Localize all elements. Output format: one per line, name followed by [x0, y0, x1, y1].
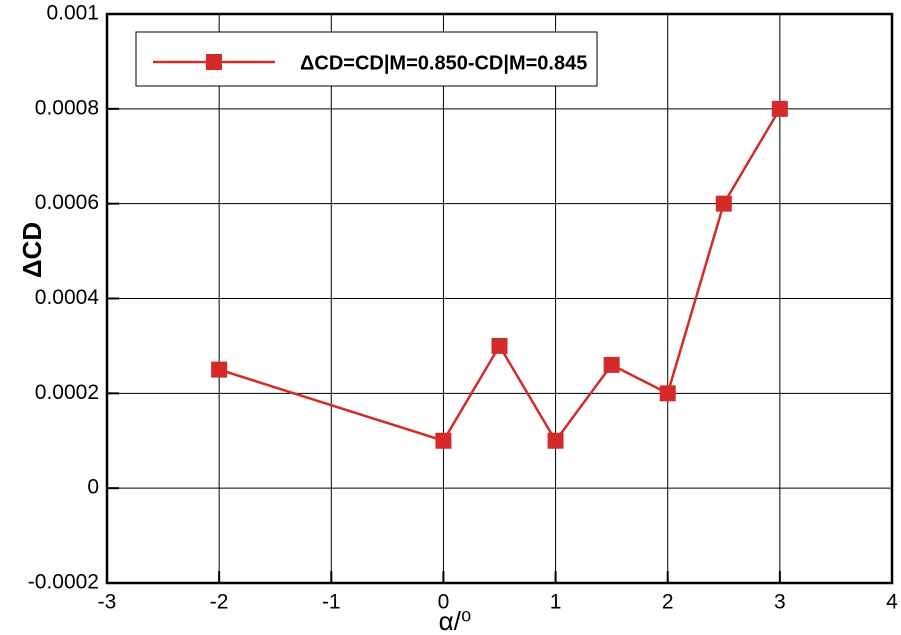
x-tick-label: 2 — [662, 591, 674, 614]
plot-frame — [105, 12, 894, 585]
data-point — [211, 361, 228, 378]
x-tick-label: -3 — [98, 591, 117, 614]
data-point — [491, 337, 508, 354]
y-tick-label: 0.0002 — [35, 381, 99, 404]
y-tick-label: 0.0008 — [35, 96, 99, 119]
data-point — [435, 432, 452, 449]
y-tick-label: 0.0004 — [35, 286, 100, 309]
data-point — [715, 195, 732, 212]
y-tick-label: 0.0006 — [35, 191, 99, 214]
x-tick-label: -1 — [322, 591, 341, 614]
data-point — [603, 356, 620, 373]
series-line — [218, 108, 781, 444]
data-point — [771, 100, 788, 117]
y-axis-label: ΔCD — [17, 222, 47, 278]
legend-marker — [206, 54, 222, 70]
x-tick-label: 1 — [550, 591, 562, 614]
y-tick-label: -0.0002 — [28, 571, 99, 594]
x-tick-label: -2 — [210, 591, 229, 614]
x-tick-label: 4 — [886, 591, 898, 614]
x-tick-label: 0 — [438, 591, 450, 614]
data-point — [547, 432, 564, 449]
data-point — [659, 385, 676, 402]
x-tick-label: 3 — [774, 591, 786, 614]
y-tick-label: 0 — [87, 476, 99, 499]
y-tick-label: 0.001 — [46, 2, 99, 25]
legend-label: ΔCD=CD|M=0.850-CD|M=0.845 — [300, 52, 587, 74]
x-axis-label: α/⁰ — [439, 606, 472, 635]
